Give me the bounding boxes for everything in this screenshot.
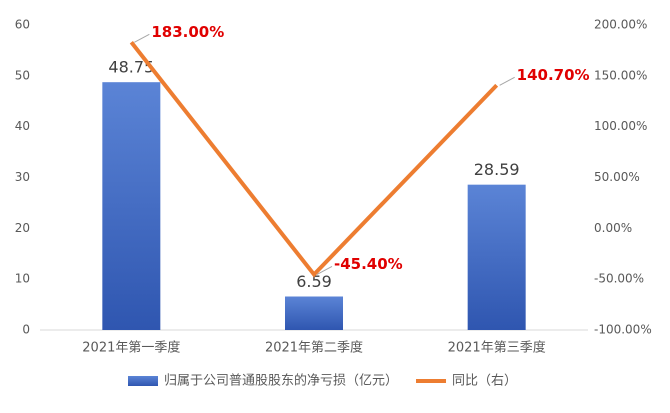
legend-label: 同比（右） xyxy=(452,374,517,389)
bar xyxy=(467,184,526,330)
y2-tick-label: 150.00% xyxy=(594,68,647,82)
x-tick-label: 2021年第一季度 xyxy=(82,340,180,356)
line-value-label: 140.70% xyxy=(517,66,590,84)
legend-label: 归属于公司普通股股东的净亏损（亿元） xyxy=(164,373,398,389)
y-tick-label: 10 xyxy=(15,272,30,286)
bar-value-label: 48.75 xyxy=(108,58,154,77)
x-tick-label: 2021年第二季度 xyxy=(265,340,363,356)
line-value-label: -45.40% xyxy=(334,255,403,273)
legend-swatch xyxy=(128,376,158,386)
x-tick-label: 2021年第三季度 xyxy=(448,340,546,356)
y2-tick-label: 200.00% xyxy=(594,18,647,32)
y2-tick-label: 50.00% xyxy=(594,170,640,184)
y2-tick-label: -50.00% xyxy=(594,272,644,286)
bar-value-label: 6.59 xyxy=(296,272,332,291)
y-tick-label: 60 xyxy=(15,18,30,32)
bar xyxy=(285,296,343,330)
y-tick-label: 40 xyxy=(15,119,30,133)
y2-tick-label: 100.00% xyxy=(594,119,647,133)
y-tick-label: 20 xyxy=(15,221,30,235)
leader-line xyxy=(499,76,515,86)
leader-line xyxy=(134,33,150,43)
leader-line xyxy=(316,266,333,275)
y2-tick-label: -100.00% xyxy=(594,323,652,337)
line xyxy=(129,41,499,278)
y-tick-label: 30 xyxy=(15,170,30,184)
y-tick-label: 50 xyxy=(15,68,30,82)
y-tick-label: 0 xyxy=(22,323,30,337)
bar-value-label: 28.59 xyxy=(474,160,520,179)
line-value-label: 183.00% xyxy=(151,23,224,41)
bar xyxy=(102,82,161,330)
y2-tick-label: 0.00% xyxy=(594,221,632,235)
